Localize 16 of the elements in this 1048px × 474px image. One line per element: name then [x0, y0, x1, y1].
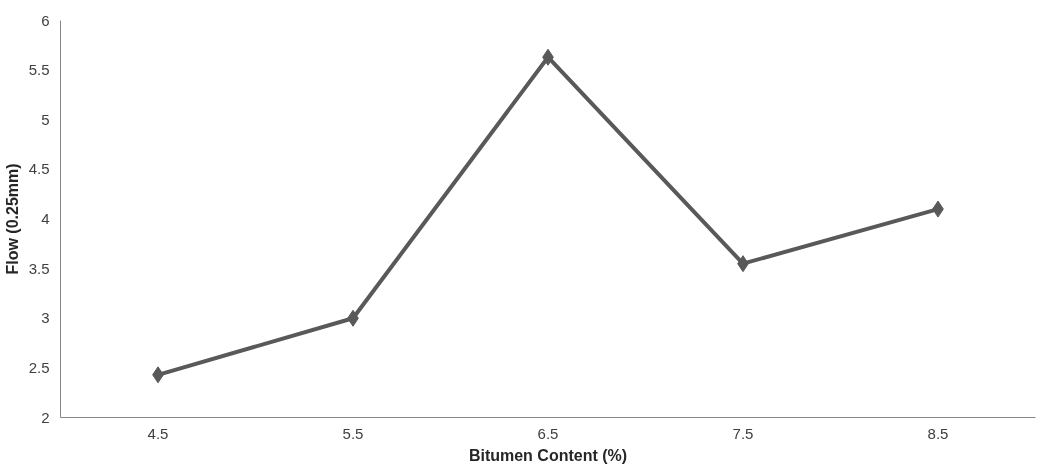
y-tick-label: 5: [41, 110, 50, 128]
x-tick-label: 8.5: [927, 424, 949, 442]
y-tick-label: 6: [41, 11, 50, 29]
y-tick-label: 3: [41, 309, 50, 327]
y-tick-label: 4: [41, 210, 50, 227]
y-tick-label: 2: [41, 408, 50, 426]
x-tick-label: 4.5: [147, 424, 169, 442]
x-axis-title: Bitumen Content (%): [468, 446, 628, 464]
x-tick-label: 7.5: [732, 424, 754, 442]
y-tick-label: 4.5: [28, 160, 50, 178]
y-tick-label: 3.5: [28, 259, 50, 277]
x-tick-label: 5.5: [342, 424, 364, 442]
x-tick-label: 6.5: [537, 424, 559, 442]
y-tick-label: 2.5: [28, 358, 50, 376]
y-tick-label: 5.5: [28, 61, 50, 79]
y-axis-title: Flow (0.25mm): [3, 163, 21, 275]
